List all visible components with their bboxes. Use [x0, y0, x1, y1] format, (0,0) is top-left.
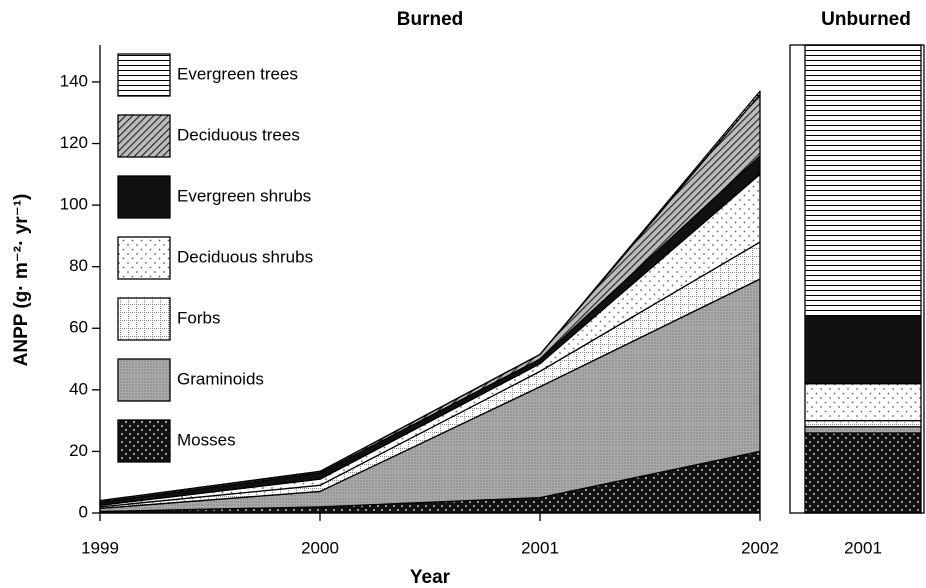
area-pattern — [100, 279, 760, 512]
legend-label: Deciduous shrubs — [177, 247, 313, 266]
y-tick-label: 100 — [60, 195, 88, 214]
legend-swatch-pattern — [118, 420, 170, 462]
bar-segment — [805, 315, 921, 384]
legend-swatch-border — [117, 419, 171, 463]
x-tick-label: 2000 — [301, 538, 339, 557]
y-tick-label: 60 — [69, 318, 88, 337]
legend-swatch-pattern — [118, 298, 170, 340]
y-tick-label: 0 — [79, 502, 88, 521]
y-tick-label: 40 — [69, 379, 88, 398]
legend-swatch-border — [117, 236, 171, 280]
y-axis-title: ANPP (g· m⁻²· yr⁻¹) — [11, 194, 32, 367]
legend-swatch-border — [117, 358, 171, 402]
panel-title: Burned — [397, 9, 464, 30]
legend-label: Mosses — [177, 430, 236, 449]
legend-label: Deciduous trees — [177, 125, 300, 144]
area-edge — [99, 90, 761, 502]
x-tick-label: 1999 — [81, 538, 119, 557]
legend-swatch-border — [117, 175, 171, 219]
legend-swatch-pattern — [118, 54, 170, 96]
panel-title: Unburned — [821, 9, 911, 30]
legend-label: Evergreen shrubs — [177, 186, 311, 205]
legend-swatch-pattern — [118, 115, 170, 157]
bar-pattern — [805, 420, 921, 427]
bar-pattern — [805, 426, 921, 433]
bar-pattern — [805, 432, 921, 513]
legend-swatch-pattern — [118, 359, 170, 401]
legend-swatch-border — [117, 53, 171, 97]
x-axis-title: Year — [410, 567, 451, 588]
area-pattern — [100, 451, 760, 513]
legend-label: Forbs — [177, 308, 220, 327]
legend-swatch-border — [117, 297, 171, 341]
y-tick-label: 140 — [60, 71, 88, 90]
y-tick-label: 80 — [69, 256, 88, 275]
legend-swatch — [118, 176, 170, 218]
legend-label: Graminoids — [177, 369, 264, 388]
panel-frame — [789, 44, 925, 514]
x-tick-label: 2001 — [844, 538, 882, 557]
legend-swatch-border — [117, 114, 171, 158]
y-tick-label: 120 — [60, 133, 88, 152]
x-tick-label: 2001 — [521, 538, 559, 557]
legend-swatch-pattern — [118, 237, 170, 279]
bar-pattern — [805, 45, 921, 316]
y-tick-label: 20 — [69, 441, 88, 460]
x-tick-label: 2002 — [741, 538, 779, 557]
legend-label: Evergreen trees — [177, 64, 298, 83]
bar-pattern — [805, 383, 921, 421]
